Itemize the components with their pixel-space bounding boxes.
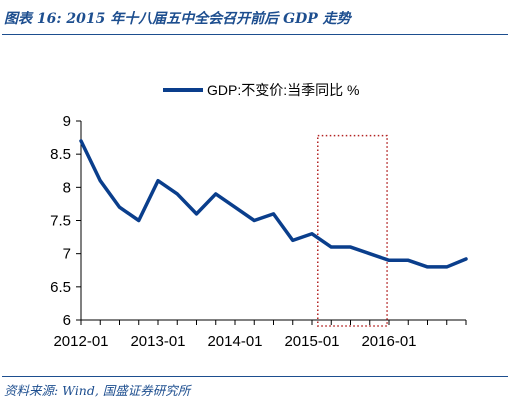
figure-title: 图表 16: 2015 年十八届五中全会召开前后 GDP 走势: [4, 11, 351, 27]
legend: GDP:不变价:当季同比 %: [163, 82, 359, 98]
y-tick-label: 6.5: [50, 279, 71, 296]
y-tick-label: 6: [63, 312, 71, 329]
axes: 6 6.5 7 7.5 8 8.5 9 2012-01 2013-01 2014-01 2015-0…: [50, 113, 467, 350]
data-point: [176, 192, 179, 196]
y-tick-label: 9: [63, 113, 71, 130]
data-point: [368, 252, 371, 255]
data-point: [464, 257, 468, 261]
legend-label: GDP:不变价:当季同比 %: [207, 82, 359, 98]
data-point: [407, 259, 410, 262]
highlight-box: [317, 134, 388, 327]
data-point: [137, 219, 140, 222]
data-point: [330, 245, 333, 249]
data-point: [272, 212, 275, 216]
x-tick-label: 2014-01: [207, 333, 262, 350]
y-tick-label: 8.5: [50, 146, 71, 163]
series-line: [79, 139, 468, 269]
title-divider: [2, 34, 508, 35]
data-point: [445, 265, 448, 269]
y-tick-label: 7: [63, 246, 71, 263]
data-point: [214, 192, 217, 196]
data-point: [195, 212, 198, 216]
data-point: [233, 206, 237, 209]
data-point: [156, 179, 160, 182]
highlight-rect: [317, 134, 388, 327]
data-point: [253, 219, 256, 222]
source-divider: [2, 376, 508, 377]
x-tick-label: 2012-01: [53, 333, 108, 350]
series-group: [79, 139, 468, 269]
data-point: [99, 179, 102, 182]
x-tick-label: 2013-01: [130, 333, 185, 350]
data-point: [79, 139, 83, 143]
data-point: [118, 206, 121, 209]
data-point: [426, 265, 429, 269]
data-point: [291, 239, 294, 242]
y-tick-label: 8: [63, 179, 71, 196]
x-tick-label: 2015-01: [284, 333, 339, 350]
data-point: [310, 232, 314, 235]
source-note: 资料来源: Wind, 国盛证券研究所: [4, 383, 191, 398]
y-tick-label: 7.5: [50, 213, 71, 230]
data-point: [349, 245, 352, 249]
x-tick-label: 2016-01: [361, 333, 416, 350]
data-point: [387, 259, 391, 262]
